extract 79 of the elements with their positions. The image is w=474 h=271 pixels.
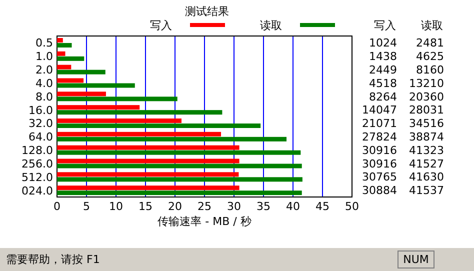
bar [57, 172, 239, 177]
text: 2449 [369, 64, 397, 76]
text: 41527 [409, 157, 444, 170]
y-tick-label: 64.0 [28, 130, 53, 144]
bar [57, 124, 261, 128]
y-tick-label: 16.0 [28, 104, 53, 117]
x-tick-label: 5 [83, 200, 90, 213]
text: 写入 [374, 19, 396, 32]
text: 41323 [409, 144, 444, 157]
y-tick-label: 1.0 [36, 50, 53, 64]
y-tick-label: 32.0 [28, 117, 53, 130]
text: 4518 [369, 76, 397, 90]
y-tick-label: 512.0 [22, 170, 53, 184]
bar [57, 158, 240, 164]
y-tick-label: 8.0 [36, 90, 53, 104]
bar [57, 145, 240, 150]
bar [57, 136, 287, 142]
legend-label: 读取 [260, 19, 282, 32]
x-tick-label: 45 [316, 200, 330, 213]
bar [57, 92, 106, 96]
text: 4625 [416, 50, 444, 64]
x-tick-label: 35 [256, 200, 270, 213]
text: 8264 [369, 90, 397, 104]
text: 30916 [362, 157, 397, 170]
text: 30765 [362, 170, 397, 184]
text: 1024 [369, 36, 397, 50]
chart-title: 测试结果 [185, 5, 229, 18]
text: 30916 [362, 144, 397, 157]
y-tick-label: 2.0 [36, 64, 53, 77]
y-tick-label: 0.5 [36, 36, 53, 50]
bar [57, 78, 84, 83]
y-tick-label: 128.0 [22, 144, 53, 158]
text: 8160 [416, 64, 444, 76]
text: 14047 [362, 104, 397, 117]
y-tick-label: 024.0 [22, 184, 53, 198]
bar [57, 118, 182, 123]
bar [57, 64, 72, 70]
bar [57, 164, 302, 168]
x-tick-label: 30 [227, 200, 241, 213]
x-axis-title: 传输速率 - MB / 秒 [158, 215, 252, 228]
x-tick-label: 20 [168, 200, 182, 213]
x-tick-label: 15 [138, 200, 152, 213]
text: 41537 [409, 184, 444, 198]
text: 38874 [409, 130, 444, 144]
text: NUM [403, 253, 429, 266]
text: 41630 [409, 170, 444, 184]
bar [57, 132, 222, 136]
text: 读取 [421, 19, 443, 32]
bar [57, 43, 72, 48]
y-tick-label: 4.0 [36, 76, 53, 90]
bar [57, 56, 84, 61]
bar [57, 96, 178, 102]
bar [57, 110, 222, 115]
text: 2481 [416, 36, 444, 50]
x-tick-label: 0 [54, 200, 60, 213]
text: 20360 [409, 90, 444, 104]
bar [57, 105, 140, 110]
bar [57, 83, 135, 88]
bar [57, 38, 63, 42]
x-tick-label: 40 [286, 200, 300, 213]
text: 27824 [362, 130, 397, 144]
x-tick-label: 25 [198, 200, 212, 213]
bar [57, 190, 302, 196]
bar [57, 51, 66, 56]
text: 21071 [362, 117, 397, 130]
legend-label: 写入 [150, 19, 172, 32]
text: 需要帮助，请按 F1 [6, 253, 100, 266]
text: 34516 [409, 117, 444, 130]
bar [57, 70, 106, 74]
bar [57, 150, 301, 155]
text: 1438 [369, 50, 397, 64]
y-tick-label: 256.0 [22, 157, 53, 170]
bar [57, 186, 240, 190]
x-tick-label: 50 [345, 200, 359, 213]
x-tick-label: 10 [109, 200, 123, 213]
text: 28031 [409, 104, 444, 117]
bar [57, 177, 302, 182]
text: 13210 [409, 76, 444, 90]
text: 30884 [362, 184, 397, 198]
